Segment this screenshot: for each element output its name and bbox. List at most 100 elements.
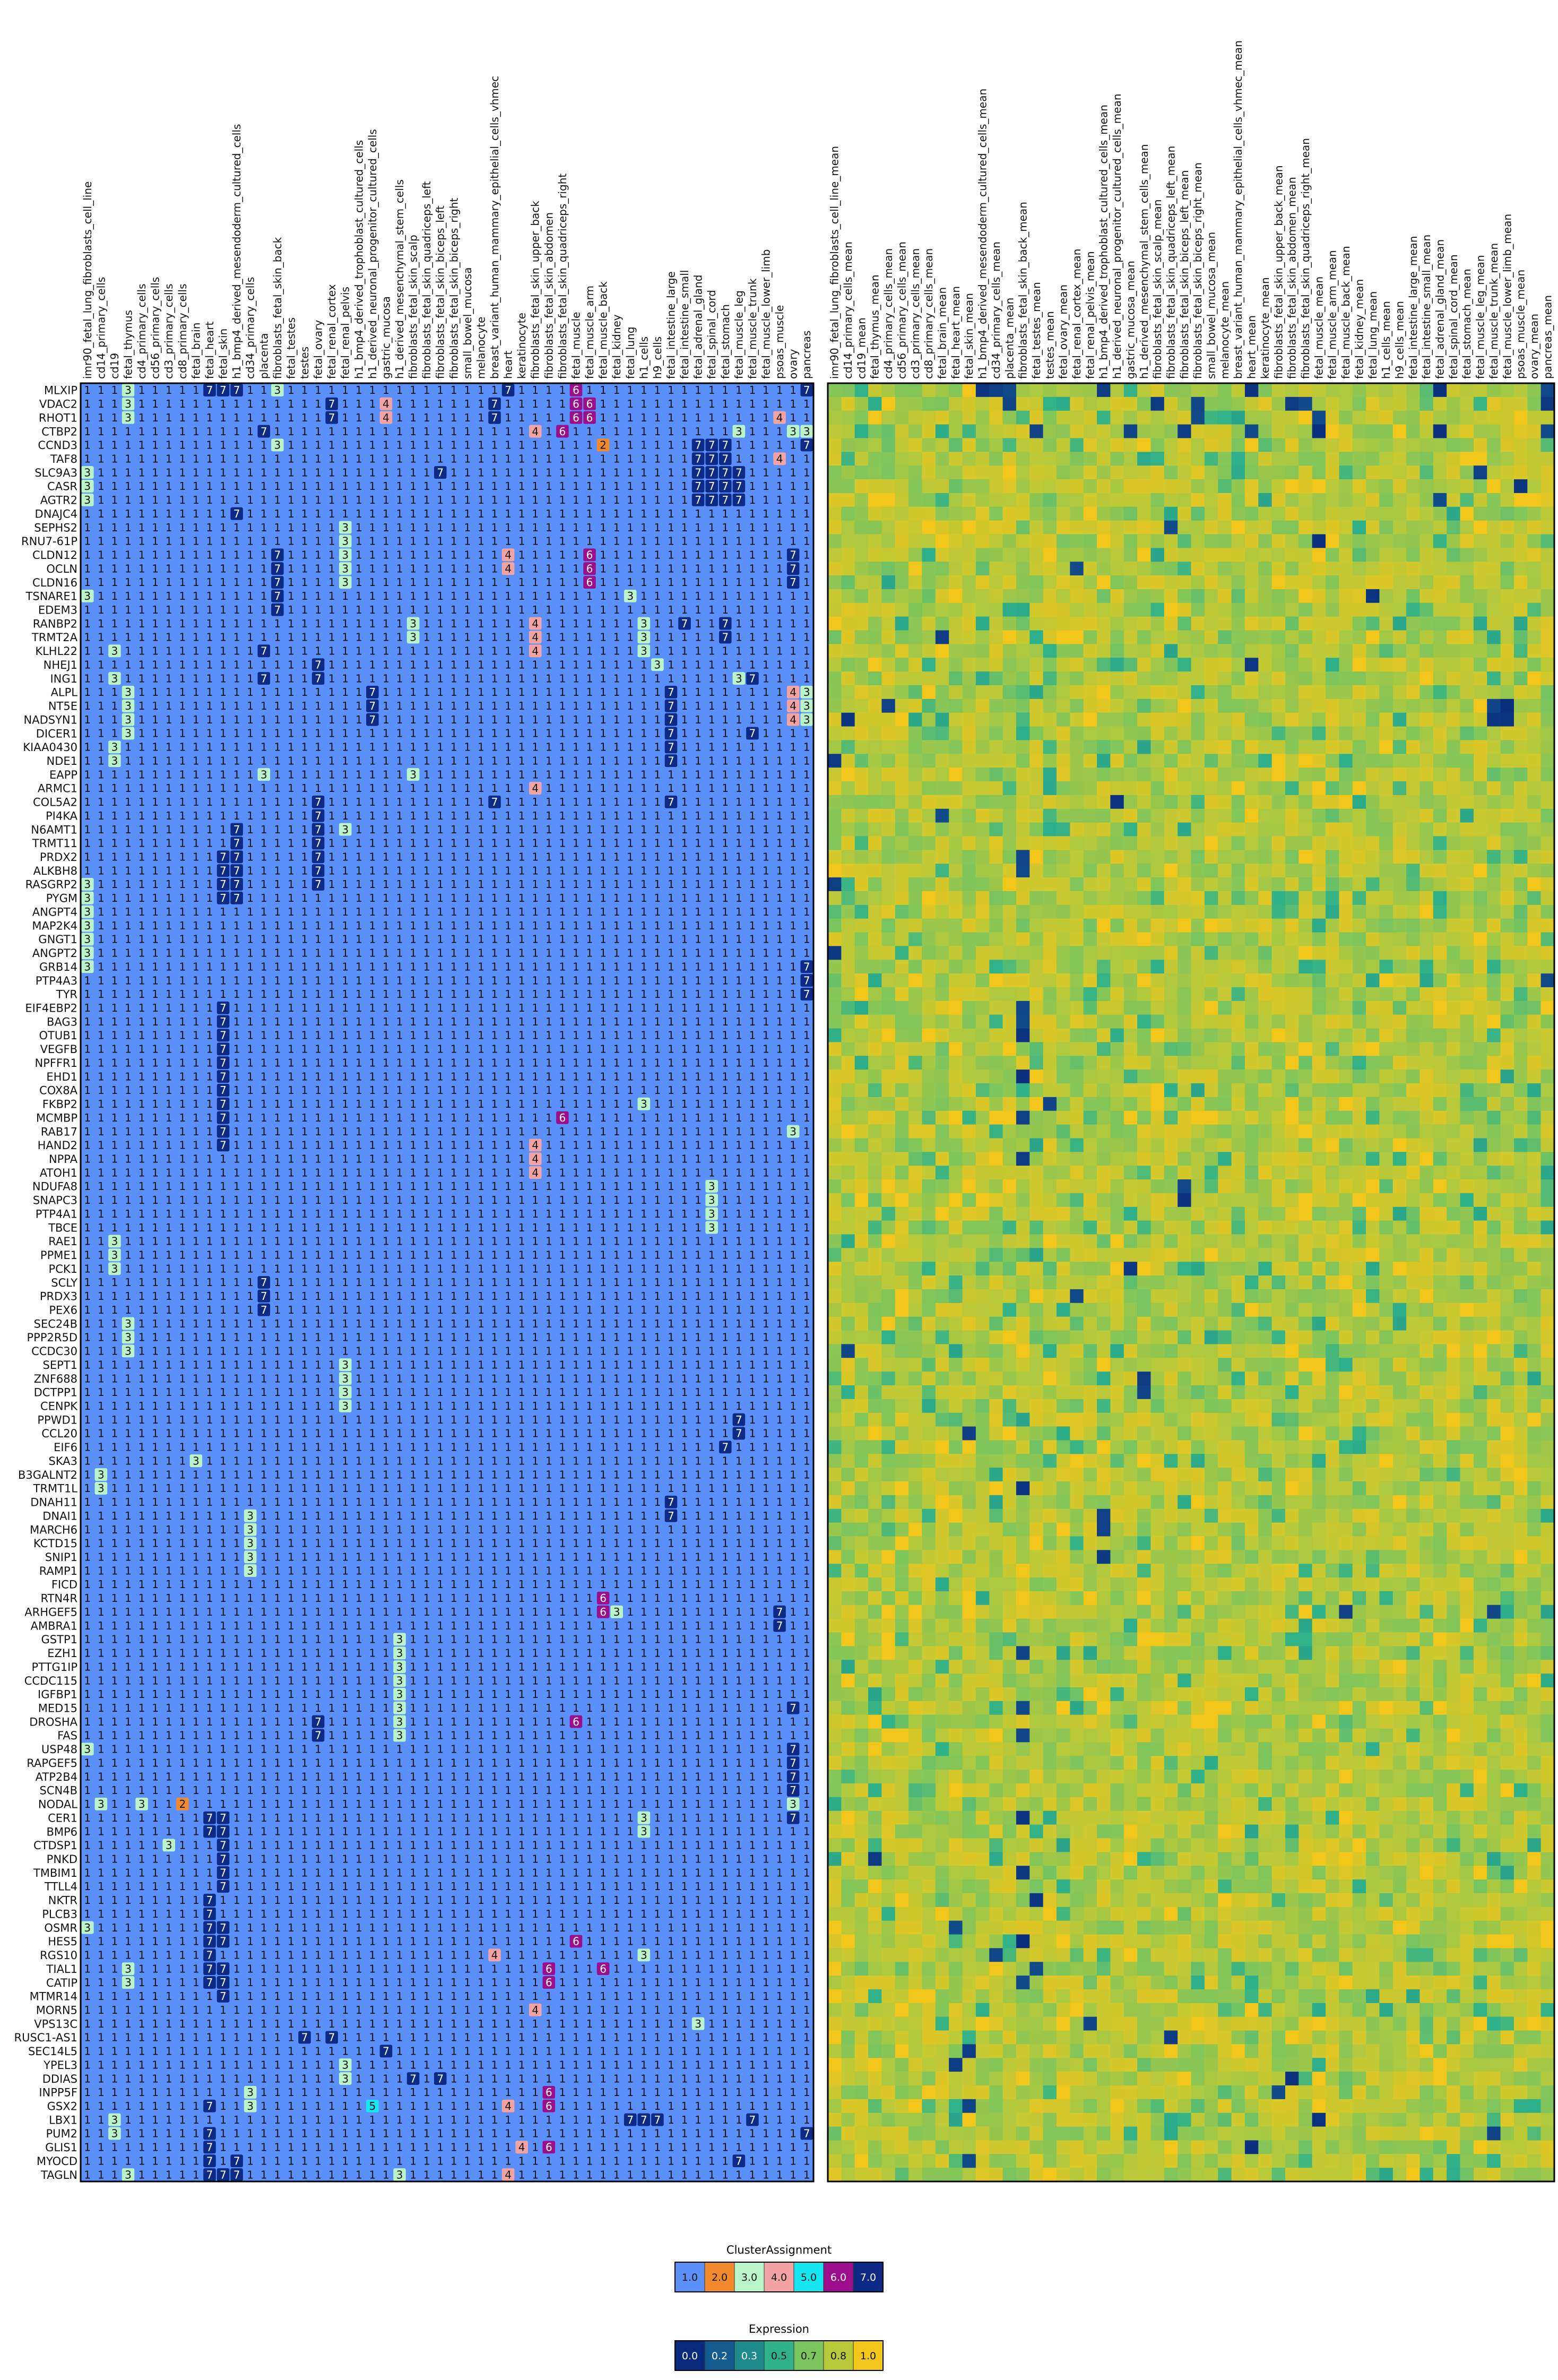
- cluster-cell-label: 1: [261, 521, 267, 534]
- cluster-cell-label: 1: [464, 1290, 471, 1303]
- cluster-cell-label: 1: [600, 1208, 607, 1220]
- cluster-cell-label: 1: [423, 1468, 430, 1481]
- cluster-cell-label: 1: [518, 1056, 525, 1069]
- cluster-cell-label: 1: [261, 892, 267, 904]
- cluster-cell-label: 1: [546, 727, 552, 740]
- cluster-cell-label: 1: [518, 425, 525, 438]
- cluster-cell-label: 1: [274, 796, 281, 808]
- cluster-cell-label: 1: [722, 1180, 729, 1193]
- cluster-cell-label: 1: [478, 947, 484, 960]
- cluster-cell-label: 1: [111, 480, 118, 493]
- cluster-cell-label: 1: [695, 1043, 702, 1056]
- cluster-cell-label: 1: [491, 1221, 498, 1234]
- cluster-cell-label: 1: [369, 1386, 376, 1399]
- cluster-cell-label: 1: [790, 1510, 797, 1522]
- cluster-cell-label: 1: [586, 535, 593, 548]
- cluster-cell-label: 1: [505, 878, 512, 891]
- cluster-cell-label: 1: [111, 1550, 118, 1563]
- cluster-cell-label: 1: [559, 603, 566, 616]
- cluster-cell-label: 1: [668, 549, 674, 562]
- cluster-cell-label: 1: [193, 1249, 200, 1262]
- cluster-cell-label: 1: [735, 1372, 742, 1385]
- cluster-cell-label: 4: [776, 452, 783, 465]
- cluster-cell-label: 1: [695, 645, 702, 658]
- cluster-cell-label: 1: [437, 1358, 444, 1371]
- cluster-cell-label: 1: [654, 1454, 661, 1467]
- cluster-cell-label: 1: [708, 768, 715, 781]
- cluster-cell-label: 1: [410, 1550, 417, 1563]
- cluster-cell-label: 1: [152, 617, 159, 630]
- cluster-cell-label: 1: [627, 1413, 634, 1426]
- cluster-cell-label: 7: [233, 892, 240, 904]
- cluster-cell-label: 1: [410, 1125, 417, 1138]
- column-label: fibroblasts_fetal_skin_abdomen: [542, 212, 555, 379]
- cluster-cell-label: 1: [437, 947, 444, 960]
- cluster-cell-label: 1: [328, 1468, 335, 1481]
- cluster-cell-label: 1: [654, 933, 661, 946]
- cluster-cell-label: 1: [627, 754, 634, 767]
- cluster-cell-label: 4: [790, 700, 797, 712]
- cluster-cell-label: 1: [613, 1070, 620, 1083]
- cluster-cell-label: 1: [111, 631, 118, 644]
- cluster-cell-label: 1: [152, 1166, 159, 1179]
- cluster-cell-label: 1: [206, 1249, 213, 1262]
- cluster-cell-label: 1: [654, 1043, 661, 1056]
- cluster-cell-label: 1: [125, 1070, 132, 1083]
- cluster-cell-label: 1: [383, 1441, 390, 1454]
- cluster-cell-label: 1: [342, 411, 349, 424]
- cluster-cell-label: 1: [410, 864, 417, 877]
- cluster-cell-label: 1: [478, 1029, 484, 1042]
- cluster-cell-label: 1: [111, 452, 118, 465]
- cluster-cell-label: 1: [179, 1290, 186, 1303]
- cluster-cell-label: 1: [152, 1015, 159, 1028]
- cluster-cell-label: 1: [681, 823, 688, 836]
- cluster-cell: [339, 823, 352, 836]
- cluster-cell-label: 1: [125, 590, 132, 602]
- cluster-cell-label: 1: [328, 507, 335, 520]
- cluster-cell-label: 1: [478, 576, 484, 589]
- cluster-cell-label: 1: [532, 1510, 539, 1522]
- cluster-cell-label: 1: [301, 754, 308, 767]
- cluster-cell-label: 1: [735, 1454, 742, 1467]
- cluster-cell-label: 1: [640, 425, 647, 438]
- cluster-cell-label: 1: [84, 1468, 91, 1481]
- cluster-cell-label: 1: [776, 782, 783, 795]
- cluster-cell-label: 3: [111, 1262, 118, 1275]
- cluster-cell-label: 1: [152, 1400, 159, 1412]
- cluster-cell-label: 1: [627, 1400, 634, 1412]
- cluster-cell-label: 1: [369, 1015, 376, 1028]
- cluster-cell-label: 1: [681, 727, 688, 740]
- cluster-cell-label: 1: [125, 1290, 132, 1303]
- cluster-cell-label: 1: [410, 906, 417, 918]
- cluster-cell: [339, 521, 352, 534]
- cluster-cell-label: 1: [383, 741, 390, 754]
- cluster-cell-label: 1: [491, 452, 498, 465]
- cluster-cell-label: 1: [288, 1537, 295, 1550]
- cluster-cell-label: 1: [681, 906, 688, 918]
- cluster-cell-label: 1: [166, 919, 172, 932]
- cluster-cell-label: 1: [546, 1235, 552, 1248]
- cluster-cell-label: 1: [220, 439, 227, 452]
- cluster-cell-label: 1: [749, 1537, 756, 1550]
- cluster-cell-label: 1: [410, 823, 417, 836]
- cluster-cell-label: 3: [84, 933, 91, 946]
- cluster-cell-label: 7: [233, 384, 240, 396]
- cluster-cell-label: 1: [84, 507, 91, 520]
- cluster-cell-label: 1: [451, 1152, 457, 1165]
- cluster-cell-label: 1: [518, 1002, 525, 1014]
- cluster-cell-label: 1: [247, 1345, 254, 1358]
- cluster-cell-label: 1: [206, 521, 213, 534]
- cluster-cell-label: 1: [233, 1043, 240, 1056]
- cluster-cell-label: 1: [722, 398, 729, 410]
- cluster-cell-label: 1: [315, 1358, 322, 1371]
- cluster-cell-label: 1: [84, 1056, 91, 1069]
- cluster-cell-label: 1: [451, 851, 457, 864]
- cluster-cell-label: 1: [328, 1015, 335, 1028]
- cluster-cell: [786, 713, 800, 726]
- cluster-cell-label: 1: [722, 1427, 729, 1440]
- cluster-cell-label: 1: [98, 1317, 105, 1330]
- cluster-cell: [800, 699, 813, 712]
- cluster-cell-label: 1: [573, 1304, 579, 1316]
- cluster-cell-label: 1: [233, 686, 240, 699]
- cluster-cell-label: 7: [695, 466, 702, 479]
